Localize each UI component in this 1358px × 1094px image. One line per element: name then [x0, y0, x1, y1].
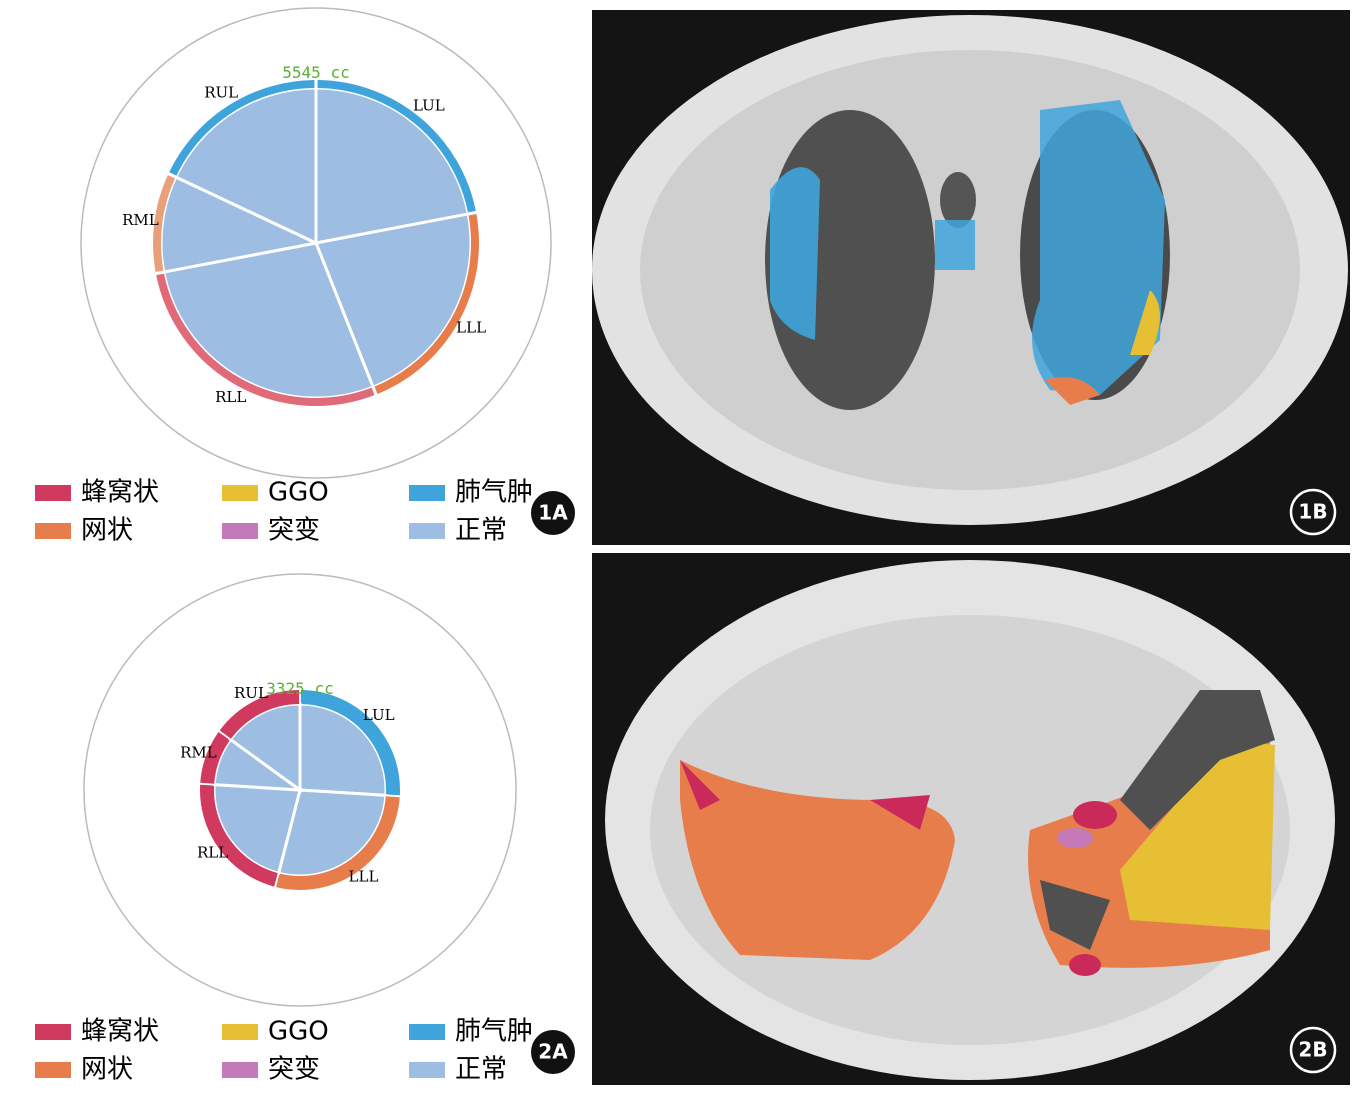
legend-label: 网状: [81, 1055, 133, 1085]
legend-label: GGO: [268, 1017, 329, 1047]
lobe-label: RLL: [215, 388, 246, 406]
pie-slice: [298, 702, 388, 797]
slice-ring: [169, 80, 315, 176]
legend-label: 网状: [81, 516, 133, 546]
lobe-label: LUL: [363, 706, 395, 724]
legend-swatch: [222, 523, 258, 539]
pie-slice: [276, 788, 388, 878]
panel-label: 1A: [538, 501, 568, 525]
lobe-label: RUL: [234, 684, 268, 702]
slice-ring: [300, 690, 400, 796]
outer-circle: [83, 573, 517, 1007]
panel-label: 1B: [1298, 500, 1327, 524]
legend-label: GGO: [268, 478, 329, 508]
legend-swatch: [35, 523, 71, 539]
legend-swatch: [222, 1062, 258, 1078]
legend-swatch: [222, 1024, 258, 1040]
slice-ring: [219, 690, 300, 739]
lobe-label: RML: [180, 743, 217, 761]
panel-badge: [531, 491, 575, 535]
legend-label: 正常: [455, 516, 507, 546]
pie-slice: [161, 241, 376, 400]
lobe-label: LLL: [349, 867, 379, 885]
legend-swatch: [409, 523, 445, 539]
legend-swatch: [35, 1024, 71, 1040]
panel-badge: [1289, 1026, 1337, 1074]
pie-slice: [173, 86, 318, 246]
slice-ring: [374, 214, 479, 394]
lobe-label: RUL: [204, 84, 238, 102]
legend-swatch: [409, 485, 445, 501]
pie-slice: [228, 702, 302, 793]
pie-slice: [314, 86, 471, 245]
legend-swatch: [409, 1024, 445, 1040]
legend-label: 蜂窝状: [81, 1017, 159, 1047]
legend-swatch: [222, 485, 258, 501]
slice-ring: [200, 732, 231, 784]
slice-ring: [200, 784, 278, 887]
legend-swatch: [409, 1062, 445, 1078]
outer-circle: [80, 7, 552, 479]
legend-label: 突变: [268, 516, 320, 546]
panel-label: 2A: [538, 1040, 568, 1064]
total-volume: 5545 cc: [282, 63, 349, 82]
panel-label: 2B: [1298, 1038, 1327, 1062]
slice-ring: [317, 80, 476, 213]
ct-image: [592, 553, 1350, 1085]
legend-label: 肺气肿: [455, 1017, 533, 1047]
ct-image: [592, 10, 1350, 545]
pie-slice: [313, 212, 473, 390]
pie-slice: [212, 783, 302, 876]
legend-label: 肺气肿: [455, 478, 533, 508]
lobe-label: LLL: [456, 318, 486, 336]
lobe-label: RML: [122, 211, 159, 229]
panel-badge: [1289, 488, 1337, 536]
legend-label: 突变: [268, 1055, 320, 1085]
legend-swatch: [35, 485, 71, 501]
legend-label: 正常: [455, 1055, 507, 1085]
lobe-label: RLL: [197, 843, 228, 861]
legend-label: 蜂窝状: [81, 478, 159, 508]
pie-slice: [159, 175, 321, 274]
legend-swatch: [35, 1062, 71, 1078]
lobe-label: LUL: [413, 97, 445, 115]
total-volume: 3325 cc: [266, 679, 333, 698]
slice-ring: [153, 175, 176, 272]
slice-ring: [156, 273, 375, 406]
panel-badge: [531, 1030, 575, 1074]
slice-ring: [276, 796, 400, 890]
